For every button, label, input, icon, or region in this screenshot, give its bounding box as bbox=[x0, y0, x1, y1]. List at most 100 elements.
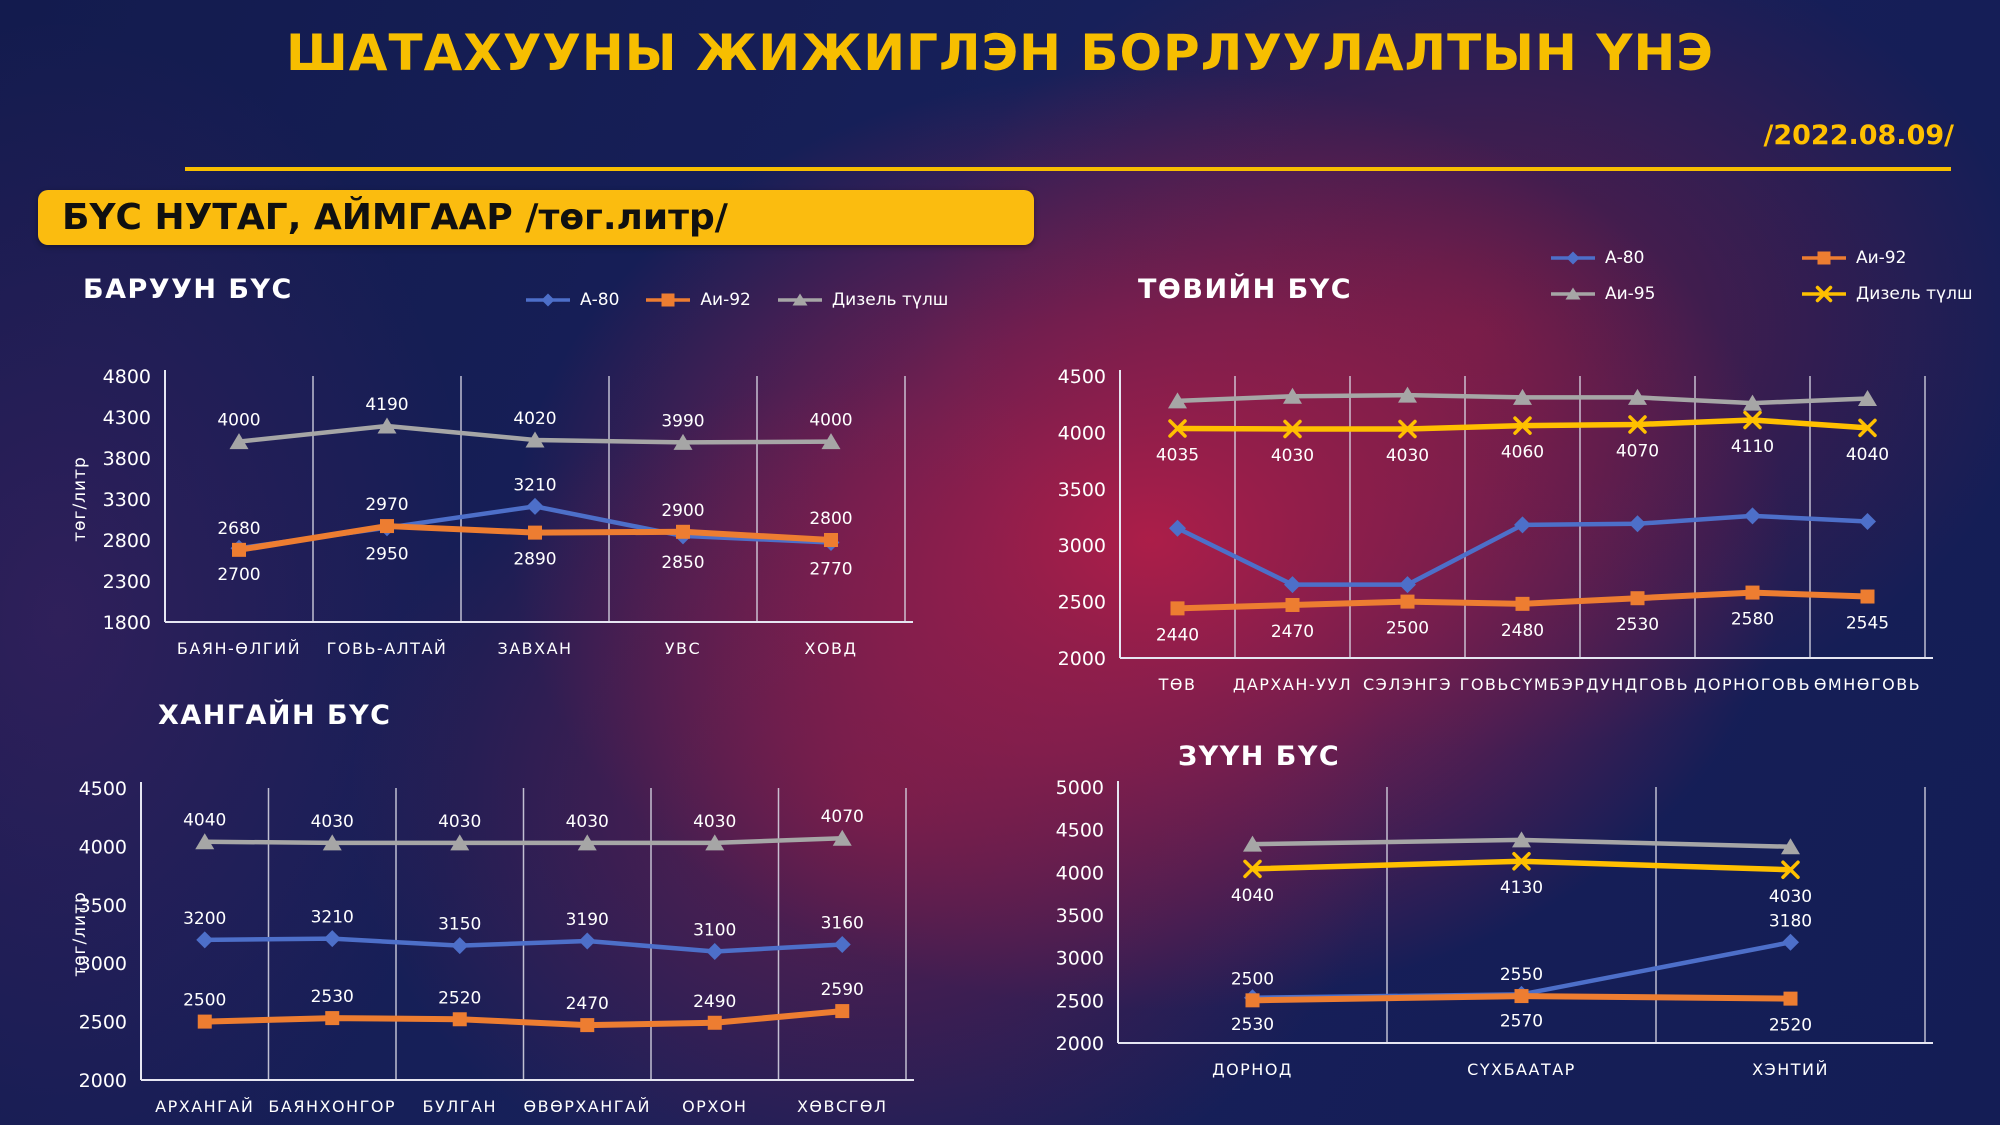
data-label: 2970 bbox=[365, 495, 408, 515]
square-legend-swatch bbox=[1802, 251, 1846, 265]
triangle-marker bbox=[1398, 386, 1417, 403]
series-triangle bbox=[1168, 386, 1877, 411]
diamond-marker bbox=[833, 936, 851, 954]
svg-text:4000: 4000 bbox=[1058, 422, 1106, 444]
data-label: 2590 bbox=[821, 980, 864, 1000]
svg-text:2000: 2000 bbox=[1056, 1033, 1104, 1055]
y-axis-title: төг/литр bbox=[70, 456, 90, 542]
square-marker bbox=[197, 1014, 212, 1029]
triangle-marker bbox=[1283, 387, 1302, 404]
svg-text:УВС: УВС bbox=[665, 639, 701, 658]
axes bbox=[164, 370, 913, 623]
data-label: 4030 bbox=[1386, 446, 1429, 466]
square-marker bbox=[325, 1011, 340, 1026]
data-label: 2700 bbox=[217, 565, 260, 585]
svg-text:ГОВЬ-АЛТАЙ: ГОВЬ-АЛТАЙ bbox=[327, 639, 448, 658]
svg-text:4500: 4500 bbox=[1056, 820, 1104, 842]
diamond-marker bbox=[1284, 576, 1301, 594]
svg-text:ДАРХАН-УУЛ: ДАРХАН-УУЛ bbox=[1233, 675, 1352, 694]
data-label: 2500 bbox=[1231, 969, 1274, 989]
square-marker bbox=[232, 542, 246, 557]
triangle-marker bbox=[792, 293, 808, 306]
triangle-legend-swatch bbox=[777, 293, 822, 306]
svg-text:ХӨВСГӨЛ: ХӨВСГӨЛ bbox=[797, 1097, 888, 1116]
square-marker bbox=[380, 519, 394, 534]
svg-text:2000: 2000 bbox=[1058, 648, 1106, 670]
data-label: 2440 bbox=[1156, 625, 1199, 645]
y-axis-title: төг/литр bbox=[70, 891, 90, 977]
diamond-marker bbox=[1859, 513, 1876, 531]
data-label: 3200 bbox=[183, 909, 226, 929]
data-label: 4000 bbox=[809, 411, 852, 431]
data-label: 4035 bbox=[1156, 445, 1199, 465]
x-axis-labels: ДОРНОД СҮХБААТАР ХЭНТИЙ bbox=[1212, 1060, 1827, 1079]
legend-label: А-80 bbox=[580, 290, 620, 310]
data-label: 2530 bbox=[1616, 615, 1659, 635]
legend-label: Аи-95 bbox=[1605, 284, 1656, 304]
legend-item: Аи-92 bbox=[645, 290, 751, 310]
data-label: 2500 bbox=[1386, 619, 1429, 639]
data-label: 3210 bbox=[311, 908, 354, 928]
square-marker bbox=[1817, 251, 1831, 265]
x-marker bbox=[1283, 419, 1302, 439]
svg-text:ӨВӨРХАНГАЙ: ӨВӨРХАНГАЙ bbox=[524, 1097, 651, 1116]
svg-text:3500: 3500 bbox=[1056, 905, 1104, 927]
svg-text:4500: 4500 bbox=[79, 778, 127, 800]
legend-label: Дизель түлш bbox=[1856, 284, 1973, 304]
x-marker bbox=[1168, 419, 1187, 438]
chart-eastern-region: 5000 4500 4000 3500 3000 2500 2000 ДОРНОД СҮХБАА… bbox=[1050, 735, 1950, 1125]
axes bbox=[1119, 370, 1933, 659]
x-axis-labels: ТӨВ ДАРХАН-УУЛ СЭЛЭНГЭ ГОВЬСҮМБЭР ДУНДГОВЬ ДО… bbox=[1158, 675, 1920, 694]
data-label: 2950 bbox=[365, 545, 408, 565]
svg-text:СҮХБААТАР: СҮХБААТАР bbox=[1467, 1060, 1576, 1079]
square-marker bbox=[528, 525, 542, 540]
diamond-marker bbox=[526, 497, 544, 515]
legend-item: Дизель түлш bbox=[1801, 284, 1973, 304]
data-label: 4030 bbox=[1271, 446, 1314, 466]
series-square: 2680 2970 2890 2900 2800 bbox=[217, 495, 852, 570]
x-marker bbox=[1628, 415, 1647, 434]
data-label: 4030 bbox=[1769, 887, 1812, 907]
series-diamond bbox=[1169, 507, 1876, 594]
western-region-plot: 4800 4300 3800 3300 2800 2300 1800 төг/литр БАЯН… bbox=[70, 366, 913, 658]
series-square: 2500 2550 2520 bbox=[1231, 965, 1812, 1036]
svg-text:3000: 3000 bbox=[1056, 948, 1104, 970]
series-triangle: 4000 4190 4020 3990 4000 bbox=[217, 395, 853, 450]
square-marker bbox=[1745, 585, 1760, 600]
x-marker bbox=[1858, 418, 1877, 438]
series-line bbox=[204, 1008, 843, 1029]
square-marker bbox=[1783, 991, 1798, 1006]
chart-title: ХАНГАЙН БҮС bbox=[158, 700, 392, 731]
data-label: 2900 bbox=[661, 501, 704, 521]
svg-text:БАЯН-ӨЛГИЙ: БАЯН-ӨЛГИЙ bbox=[177, 639, 301, 658]
diamond-marker bbox=[1744, 507, 1761, 525]
triangle-marker bbox=[821, 433, 841, 450]
report-date: /2022.08.09/ bbox=[1763, 120, 1954, 151]
diamond-marker bbox=[706, 943, 724, 961]
svg-text:АРХАНГАЙ: АРХАНГАЙ bbox=[155, 1097, 254, 1116]
data-label: 3210 bbox=[513, 475, 556, 495]
legend-item: А-80 bbox=[1550, 248, 1755, 268]
diamond-marker bbox=[1782, 933, 1799, 951]
axes bbox=[1117, 781, 1933, 1044]
diamond-legend-swatch bbox=[526, 293, 570, 307]
series-triangle: 4040 4030 4030 4030 4030 4070 bbox=[183, 807, 864, 851]
data-label: 4070 bbox=[1616, 442, 1659, 462]
square-marker bbox=[835, 1004, 850, 1019]
svg-text:ДОРНОД: ДОРНОД bbox=[1212, 1060, 1293, 1079]
svg-text:3800: 3800 bbox=[103, 448, 151, 470]
diamond-marker bbox=[578, 932, 596, 950]
square-marker bbox=[1245, 993, 1260, 1008]
data-label: 4130 bbox=[1500, 878, 1543, 898]
svg-text:2800: 2800 bbox=[103, 530, 151, 552]
vertical-gridlines bbox=[1234, 376, 1926, 658]
triangle-marker bbox=[1168, 392, 1187, 409]
data-label: 2470 bbox=[566, 994, 609, 1014]
data-label: 4020 bbox=[513, 409, 556, 429]
triangle-marker bbox=[322, 834, 342, 851]
diamond-marker bbox=[323, 930, 341, 948]
title-underline bbox=[185, 167, 1951, 171]
data-label: 4030 bbox=[693, 812, 736, 832]
diamond-marker bbox=[196, 931, 214, 949]
